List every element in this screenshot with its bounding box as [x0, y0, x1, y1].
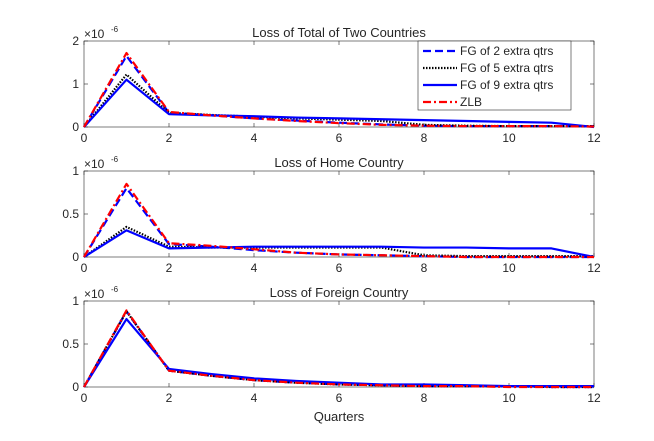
legend: FG of 2 extra qtrs FG of 5 extra qtrs FG o… — [417, 40, 572, 111]
y-tick-label: 1 — [72, 77, 79, 91]
x-tick-label: 8 — [421, 391, 428, 405]
x-tick-label: 8 — [421, 131, 428, 145]
series-line-series-4 — [83, 309, 594, 389]
x-tick-label: 2 — [166, 261, 173, 275]
x-axis-label: Quarters — [314, 409, 365, 424]
legend-label: FG of 5 extra qtrs — [460, 61, 553, 75]
x-tick-label: 12 — [587, 131, 601, 145]
x-tick-label: 2 — [166, 391, 173, 405]
x-tick-label: 2 — [166, 131, 173, 145]
axes-box — [83, 300, 595, 388]
x-tick-label: 6 — [336, 131, 343, 145]
exponent-power: -6 — [111, 155, 119, 164]
exponent-power: -6 — [111, 25, 119, 34]
subplot-3: 0 2 4 6 8 10 12 0 0.5 1 ×10 -6 Loss of Foreign Count… — [62, 285, 601, 424]
series-line-fg-of-9-extra-qtrs — [83, 78, 595, 129]
x-tick-label: 10 — [502, 131, 516, 145]
legend-box — [417, 40, 572, 111]
y-tick-label: 0.5 — [62, 207, 79, 221]
x-tick-label: 12 — [587, 391, 601, 405]
y-tick-label: 0 — [72, 120, 79, 134]
x-tick-label: 10 — [502, 391, 516, 405]
y-tick-label: 1 — [72, 294, 79, 308]
subplot-title: Loss of Foreign Country — [270, 285, 409, 300]
y-tick-label: 0 — [72, 380, 79, 394]
x-tick-label: 8 — [421, 261, 428, 275]
subplot-title: Loss of Total of Two Countries — [252, 25, 426, 40]
series-line-series-3 — [83, 229, 595, 259]
series-line-zlb — [83, 51, 595, 128]
exponent-label: ×10 — [84, 27, 105, 41]
subplot-title: Loss of Home Country — [274, 155, 404, 170]
exponent-label: ×10 — [84, 287, 105, 301]
y-tick-label: 0 — [72, 250, 79, 264]
x-tick-label: 0 — [81, 391, 88, 405]
subplot-2: 0 2 4 6 8 10 12 0 0.5 1 ×10 -6 Loss of Home Country — [62, 155, 601, 275]
y-tick-label: 2 — [72, 34, 79, 48]
legend-label: FG of 2 extra qtrs — [460, 44, 553, 58]
x-tick-label: 6 — [336, 391, 343, 405]
legend-label: ZLB — [460, 95, 482, 109]
x-tick-label: 10 — [502, 261, 516, 275]
x-tick-label: 0 — [81, 261, 88, 275]
legend-label: FG of 9 extra qtrs — [460, 78, 553, 92]
exponent-power: -6 — [111, 285, 119, 294]
x-tick-label: 0 — [81, 131, 88, 145]
x-tick-label: 4 — [251, 261, 258, 275]
x-tick-label: 4 — [251, 391, 258, 405]
x-tick-label: 6 — [336, 261, 343, 275]
x-tick-label: 12 — [587, 261, 601, 275]
series-line-series-4 — [83, 182, 594, 259]
x-tick-label: 4 — [251, 131, 258, 145]
y-tick-label: 0.5 — [62, 337, 79, 351]
y-tick-label: 1 — [72, 164, 79, 178]
exponent-label: ×10 — [84, 157, 105, 171]
series-line-series-1 — [83, 187, 594, 259]
